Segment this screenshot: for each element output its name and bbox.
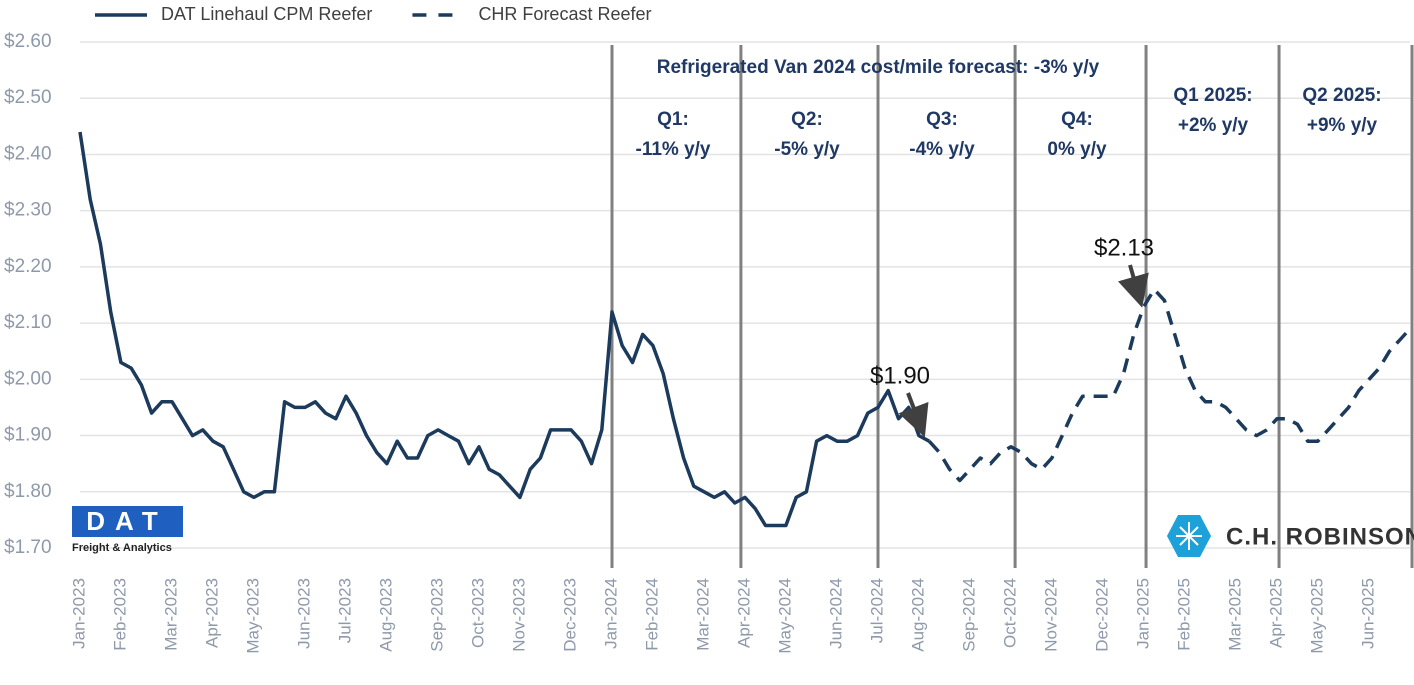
callout-arrow — [898, 392, 929, 438]
series-line — [927, 287, 1412, 483]
y-tick-label: $2.10 — [4, 312, 52, 333]
x-tick-label: Dec-2023 — [561, 578, 580, 652]
x-tick-label: Sep-2024 — [960, 578, 979, 652]
y-tick-label: $2.00 — [4, 368, 52, 389]
dat-box — [72, 506, 183, 537]
x-tick-label: May-2023 — [243, 578, 262, 654]
dat-sub: Freight & Analytics — [72, 542, 172, 554]
y-tick-label: $2.20 — [4, 256, 52, 277]
headline: Refrigerated Van 2024 cost/mile forecast… — [657, 57, 1100, 78]
x-tick-label: Feb-2023 — [110, 578, 129, 651]
x-tick-label: May-2024 — [775, 578, 794, 654]
quarter-change: +9% y/y — [1307, 115, 1378, 136]
legend-label: DAT Linehaul CPM Reefer — [161, 4, 372, 24]
quarter-change: -5% y/y — [774, 139, 840, 160]
x-tick-label: Feb-2024 — [642, 578, 661, 651]
x-tick-label: Apr-2023 — [202, 578, 221, 648]
x-tick-label: Mar-2023 — [162, 578, 181, 651]
y-tick-label: $2.40 — [4, 143, 52, 164]
x-tick-label: Jan-2024 — [601, 578, 620, 649]
x-tick-label: Apr-2025 — [1266, 578, 1285, 648]
x-tick-label: Jan-2023 — [69, 578, 88, 649]
y-tick-label: $1.90 — [4, 425, 52, 446]
x-tick-label: Nov-2023 — [509, 578, 528, 652]
x-tick-label: Jul-2024 — [867, 578, 886, 643]
x-tick-label: Dec-2024 — [1093, 578, 1112, 652]
x-tick-label: Aug-2024 — [908, 578, 927, 652]
dat-text: DAT — [86, 506, 168, 536]
chr-text: C.H. ROBINSON — [1226, 523, 1414, 550]
y-tick-label: $1.70 — [4, 537, 52, 558]
y-tick-label: $2.30 — [4, 200, 52, 221]
quarter-change: -4% y/y — [909, 139, 975, 160]
series-line — [78, 131, 931, 528]
quarter-change: -11% y/y — [636, 139, 711, 160]
quarter-label: Q3: — [926, 109, 958, 130]
x-tick-label: Jun-2025 — [1359, 578, 1378, 649]
x-tick-label: Jan-2025 — [1133, 578, 1152, 649]
quarter-change: +2% y/y — [1178, 115, 1249, 136]
chr-icon-mark — [1176, 522, 1202, 550]
x-tick-label: Mar-2024 — [694, 578, 713, 651]
y-tick-label: $2.50 — [4, 87, 52, 108]
quarter-label: Q4: — [1061, 109, 1093, 130]
x-tick-label: Jun-2024 — [827, 578, 846, 649]
x-tick-label: Sep-2023 — [428, 578, 447, 652]
quarter-label: Q2 2025: — [1302, 85, 1381, 106]
x-tick-label: Jul-2023 — [335, 578, 354, 643]
callout: $2.13 — [1094, 234, 1154, 261]
x-tick-label: Nov-2024 — [1041, 578, 1060, 652]
quarter-change: 0% y/y — [1047, 139, 1107, 160]
x-tick-label: Mar-2025 — [1226, 578, 1245, 651]
quarter-label: Q1 2025: — [1173, 85, 1252, 106]
x-tick-label: Apr-2024 — [734, 578, 753, 648]
x-tick-label: Jun-2023 — [295, 578, 314, 649]
callout-arrow — [1118, 264, 1149, 308]
callout: $1.90 — [870, 362, 930, 389]
x-tick-label: Feb-2025 — [1174, 578, 1193, 651]
legend-label: CHR Forecast Reefer — [478, 4, 651, 24]
x-tick-label: May-2025 — [1307, 578, 1326, 654]
x-tick-label: Oct-2024 — [1000, 578, 1019, 648]
x-tick-label: Aug-2023 — [376, 578, 395, 652]
x-tick-label: Oct-2023 — [468, 578, 487, 648]
y-tick-label: $1.80 — [4, 481, 52, 502]
chr-logo: C.H. ROBINSON — [1167, 515, 1414, 557]
y-tick-label: $2.60 — [4, 31, 52, 52]
quarter-label: Q1: — [657, 109, 689, 130]
quarter-label: Q2: — [791, 109, 823, 130]
dat-logo: DAT Freight & Analytics — [72, 506, 183, 554]
